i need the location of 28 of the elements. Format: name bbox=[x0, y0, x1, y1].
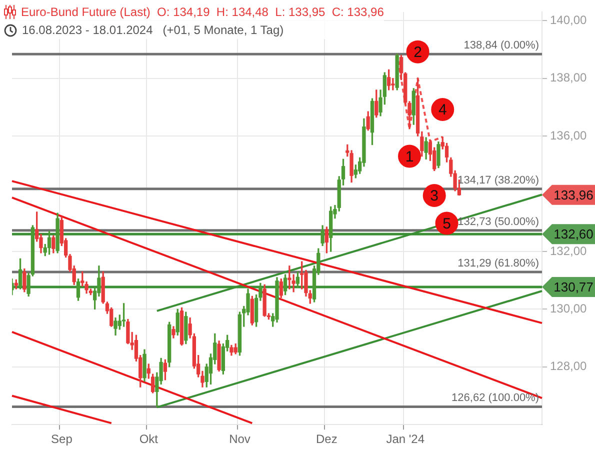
y-tick-label: 128,00 bbox=[550, 359, 588, 374]
text: 133,96 bbox=[554, 188, 594, 203]
y-tick-label: 138,00 bbox=[550, 70, 588, 85]
ref-line-label: 138,84 (0.00%) bbox=[464, 40, 539, 52]
annotation: 1 bbox=[405, 148, 414, 166]
y-tick-label: 136,00 bbox=[550, 128, 588, 142]
ref-line-label: 126,62 (100.00%) bbox=[452, 392, 539, 404]
candlestick bbox=[288, 266, 292, 290]
x-tick-label: Dez bbox=[316, 432, 338, 446]
annotation: 5 bbox=[442, 215, 451, 232]
annotation: 2 bbox=[414, 44, 422, 61]
y-tick-label: 132,00 bbox=[550, 244, 588, 258]
y-tick-label: 140,00 bbox=[550, 12, 588, 27]
x-tick-label: Jan '24 bbox=[386, 432, 425, 446]
x-tick-label: Nov bbox=[229, 432, 250, 446]
ref-line-label: 132,73 (50.00%) bbox=[458, 216, 539, 228]
ref-line-label: 132,60 bbox=[554, 226, 594, 242]
x-tick-label: Okt bbox=[139, 432, 159, 446]
ref-line-label: 131,29 (61.80%) bbox=[458, 258, 539, 270]
annotation: 4 bbox=[438, 102, 447, 119]
ref-line-label: 134,17 (38.20%) bbox=[458, 174, 539, 186]
chart-title: Euro-Bund Future (Last) O: 134,19 H: 134,48 L: 133,95 C: 133,96 bbox=[21, 4, 384, 21]
annotation: 3 bbox=[430, 188, 439, 205]
x-tick-label: Sep bbox=[51, 432, 73, 446]
ref-line-label: 130,77 bbox=[554, 280, 594, 295]
text: 16.08.2023 - 18.01.2024 (+01, 5 Monate, 1 Tag) bbox=[22, 22, 284, 39]
y-tick-label: 130,00 bbox=[550, 302, 588, 316]
candlestick bbox=[391, 78, 395, 90]
